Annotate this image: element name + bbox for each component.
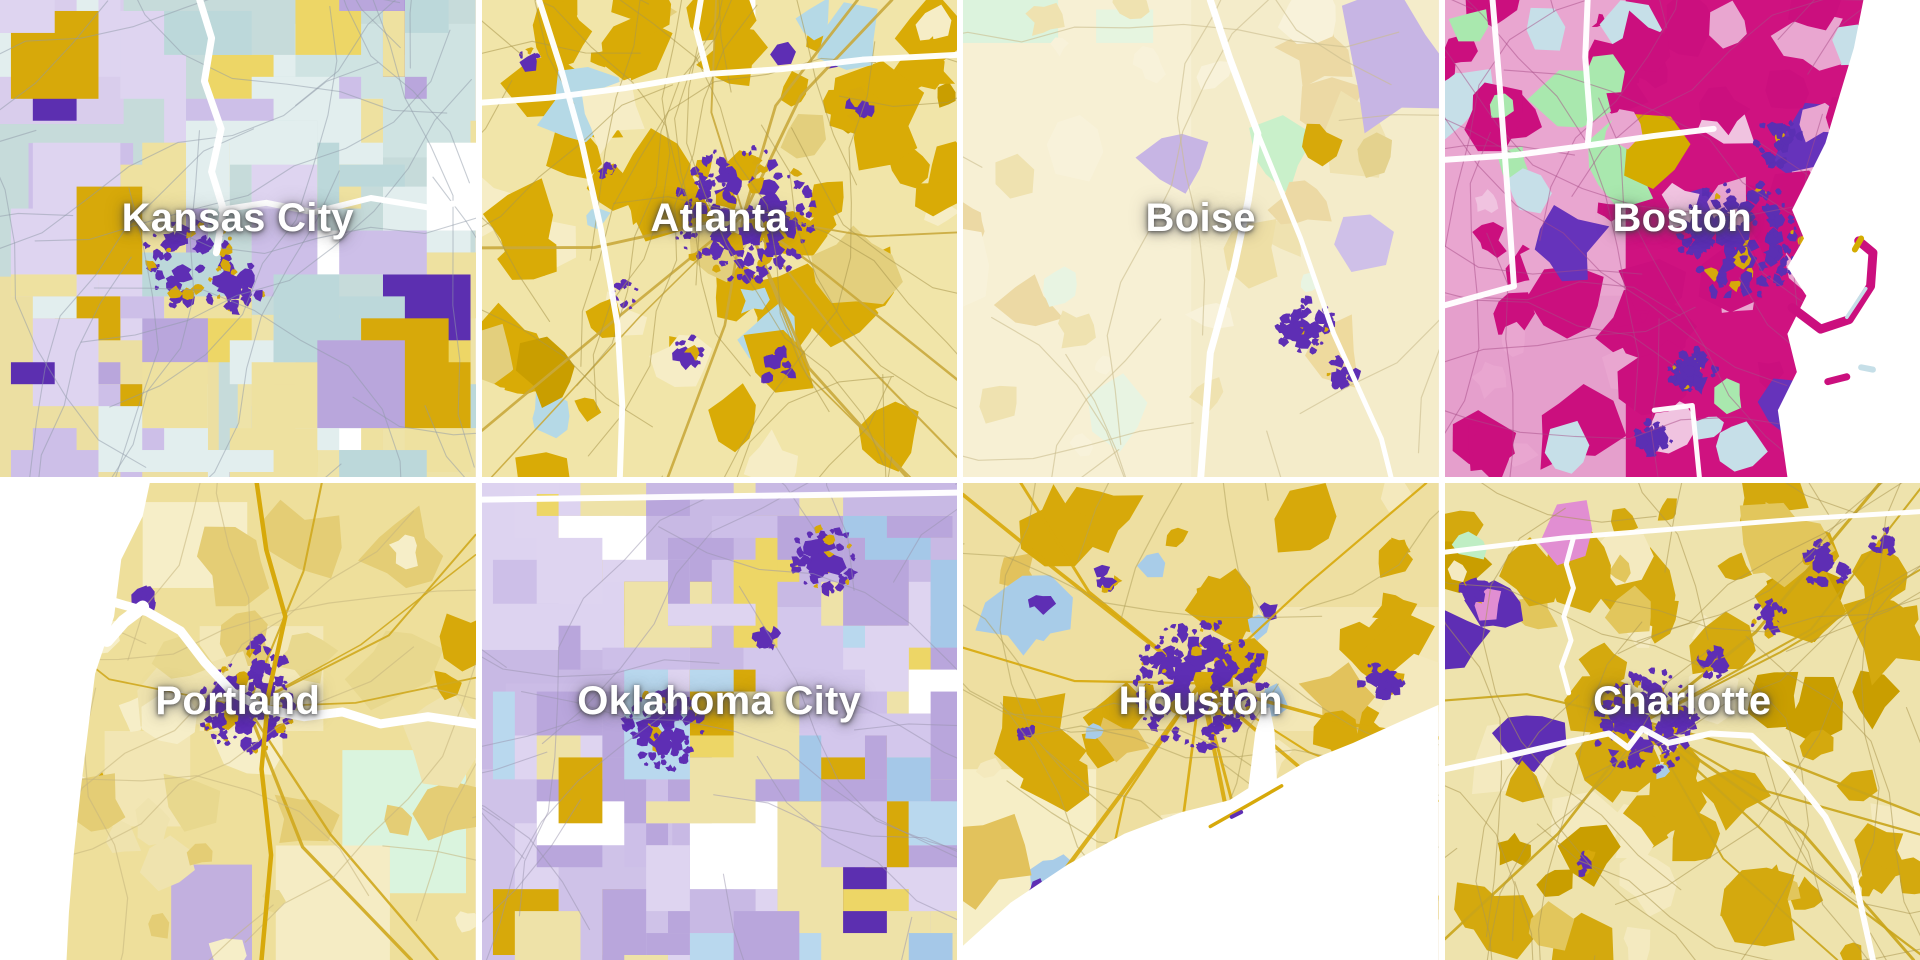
choropleth-map	[963, 0, 1439, 477]
choropleth-map	[481, 0, 957, 477]
choropleth-map	[0, 483, 476, 960]
choropleth-map	[0, 0, 476, 477]
map-panel-atlanta[interactable]: Atlanta	[481, 0, 957, 477]
map-panel-oklahoma-city[interactable]: Oklahoma City	[481, 483, 957, 960]
map-panel-boise[interactable]: Boise	[963, 0, 1439, 477]
choropleth-map	[481, 483, 957, 960]
choropleth-map	[963, 483, 1439, 960]
map-panel-kansas-city[interactable]: Kansas City	[0, 0, 476, 477]
choropleth-map	[1444, 0, 1920, 477]
map-panel-portland[interactable]: Portland	[0, 483, 476, 960]
map-panel-houston[interactable]: Houston	[963, 483, 1439, 960]
choropleth-map	[1444, 483, 1920, 960]
map-panel-charlotte[interactable]: Charlotte	[1444, 483, 1920, 960]
map-panel-boston[interactable]: Boston	[1444, 0, 1920, 477]
